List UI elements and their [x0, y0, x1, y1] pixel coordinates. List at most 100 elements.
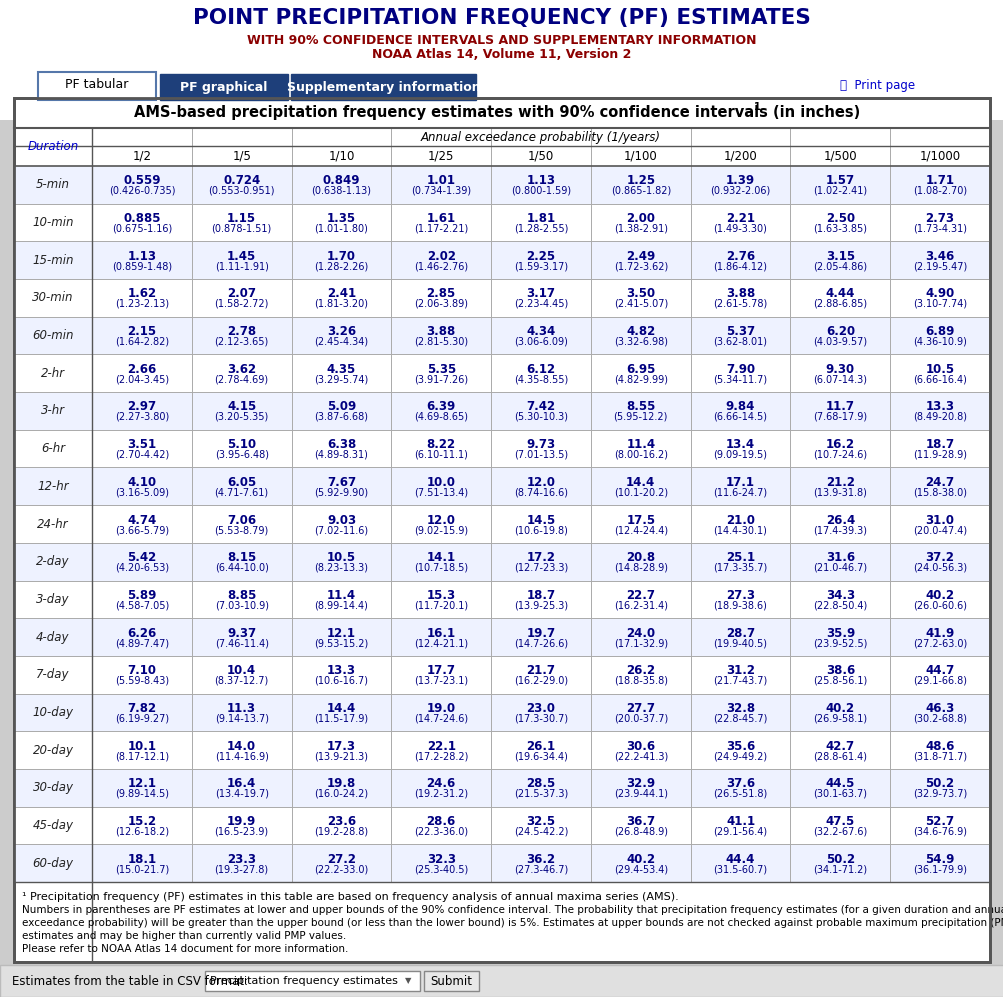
Text: 1.39: 1.39: [725, 174, 754, 187]
Text: (7.51-13.4): (7.51-13.4): [414, 488, 467, 498]
Text: 8.85: 8.85: [227, 589, 256, 602]
Text: (4.35-8.55): (4.35-8.55): [514, 374, 568, 384]
Text: (19.2-31.2): (19.2-31.2): [414, 789, 467, 799]
Text: 10-day: 10-day: [32, 706, 73, 719]
Text: 60-min: 60-min: [32, 329, 73, 342]
Text: (15.8-38.0): (15.8-38.0): [912, 488, 966, 498]
Text: (8.49-20.8): (8.49-20.8): [912, 412, 966, 422]
Bar: [15, 844, 988, 882]
Text: 1.57: 1.57: [824, 174, 854, 187]
Text: (8.23-13.3): (8.23-13.3): [314, 562, 368, 572]
Bar: [423, 971, 478, 991]
Text: (4.20-6.53): (4.20-6.53): [114, 562, 169, 572]
Text: 32.9: 32.9: [626, 778, 655, 791]
Text: 24.6: 24.6: [426, 778, 455, 791]
Text: (1.28-2.55): (1.28-2.55): [514, 223, 568, 233]
Text: (2.12-3.65): (2.12-3.65): [215, 337, 269, 347]
Bar: [15, 166, 988, 203]
Text: (16.2-29.0): (16.2-29.0): [514, 676, 568, 686]
Text: 2.07: 2.07: [227, 287, 256, 300]
Text: 6-hr: 6-hr: [41, 442, 65, 456]
Text: (2.45-4.34): (2.45-4.34): [314, 337, 368, 347]
Text: 32.5: 32.5: [526, 815, 555, 828]
Text: 3-hr: 3-hr: [41, 405, 65, 418]
Text: 47.5: 47.5: [824, 815, 855, 828]
Text: PF graphical: PF graphical: [181, 81, 268, 94]
Text: 2.15: 2.15: [127, 325, 156, 338]
Text: 2.25: 2.25: [526, 249, 555, 263]
Text: 0.559: 0.559: [123, 174, 160, 187]
Bar: [15, 430, 988, 468]
Text: 14.4: 14.4: [327, 702, 356, 715]
Text: 🖨  Print page: 🖨 Print page: [840, 79, 914, 92]
Text: (17.2-28.2): (17.2-28.2): [413, 751, 468, 761]
Text: 0.849: 0.849: [322, 174, 360, 187]
Text: 1.71: 1.71: [925, 174, 954, 187]
Text: 36.2: 36.2: [526, 852, 555, 865]
Text: (0.800-1.59): (0.800-1.59): [511, 185, 571, 195]
Text: (8.99-14.4): (8.99-14.4): [314, 600, 368, 610]
Bar: [159, 74, 288, 100]
Text: (1.63-3.85): (1.63-3.85): [812, 223, 867, 233]
Text: 18.7: 18.7: [925, 438, 954, 451]
Text: (1.17-2.21): (1.17-2.21): [413, 223, 467, 233]
Text: 1.81: 1.81: [526, 212, 555, 225]
Text: 41.1: 41.1: [725, 815, 754, 828]
Text: (0.426-0.735): (0.426-0.735): [108, 185, 175, 195]
Text: 6.39: 6.39: [426, 401, 455, 414]
Text: 22.1: 22.1: [426, 740, 455, 753]
Text: 1: 1: [753, 102, 759, 112]
Text: (3.62-8.01): (3.62-8.01): [713, 337, 766, 347]
Text: (2.70-4.42): (2.70-4.42): [114, 450, 169, 460]
Text: (23.9-52.5): (23.9-52.5): [812, 638, 867, 648]
Text: 40.2: 40.2: [925, 589, 954, 602]
Text: (2.06-3.89): (2.06-3.89): [414, 299, 467, 309]
Text: 54.9: 54.9: [925, 852, 954, 865]
Text: 15.2: 15.2: [127, 815, 156, 828]
Text: estimates and may be higher than currently valid PMP values.: estimates and may be higher than current…: [22, 931, 346, 941]
Text: (4.82-9.99): (4.82-9.99): [613, 374, 667, 384]
Text: 14.5: 14.5: [526, 513, 555, 526]
Text: 17.7: 17.7: [426, 664, 455, 677]
Text: 5.35: 5.35: [426, 363, 455, 376]
Text: 3-day: 3-day: [36, 593, 69, 606]
Text: 2.00: 2.00: [626, 212, 655, 225]
Text: (28.8-61.4): (28.8-61.4): [812, 751, 867, 761]
Text: (31.5-60.7): (31.5-60.7): [713, 864, 767, 874]
Text: 41.9: 41.9: [925, 626, 954, 639]
Text: 21.7: 21.7: [526, 664, 555, 677]
Text: 1.70: 1.70: [327, 249, 356, 263]
Text: (7.03-10.9): (7.03-10.9): [215, 600, 269, 610]
Text: (7.02-11.6): (7.02-11.6): [314, 525, 368, 535]
Text: (8.00-16.2): (8.00-16.2): [613, 450, 667, 460]
Text: (3.10-7.74): (3.10-7.74): [912, 299, 966, 309]
Text: (14.7-24.6): (14.7-24.6): [414, 714, 467, 724]
Text: (10.7-24.6): (10.7-24.6): [812, 450, 867, 460]
Bar: [15, 731, 988, 769]
Text: 30.6: 30.6: [626, 740, 655, 753]
Text: 10.0: 10.0: [426, 476, 455, 489]
Text: 5.89: 5.89: [127, 589, 156, 602]
Text: 2.73: 2.73: [925, 212, 954, 225]
Text: 26.1: 26.1: [526, 740, 555, 753]
Text: 1.15: 1.15: [227, 212, 256, 225]
Bar: [15, 317, 988, 354]
Text: Please refer to NOAA Atlas 14 document for more information.: Please refer to NOAA Atlas 14 document f…: [22, 944, 348, 954]
Bar: [15, 468, 988, 505]
Text: 1/5: 1/5: [232, 150, 251, 163]
Text: 1/2: 1/2: [132, 150, 151, 163]
Text: 12.0: 12.0: [526, 476, 555, 489]
Text: (36.1-79.9): (36.1-79.9): [912, 864, 966, 874]
Text: 27.3: 27.3: [725, 589, 754, 602]
Text: (4.69-8.65): (4.69-8.65): [414, 412, 467, 422]
Text: 2.66: 2.66: [127, 363, 156, 376]
Text: (23.9-44.1): (23.9-44.1): [613, 789, 667, 799]
Text: (9.09-19.5): (9.09-19.5): [713, 450, 766, 460]
Text: (8.74-16.6): (8.74-16.6): [514, 488, 568, 498]
Bar: [14, 98, 989, 962]
Text: (2.81-5.30): (2.81-5.30): [414, 337, 467, 347]
Text: 25.1: 25.1: [725, 551, 754, 564]
Text: (4.36-10.9): (4.36-10.9): [913, 337, 966, 347]
Text: 26.4: 26.4: [824, 513, 855, 526]
Text: (32.9-73.7): (32.9-73.7): [912, 789, 966, 799]
